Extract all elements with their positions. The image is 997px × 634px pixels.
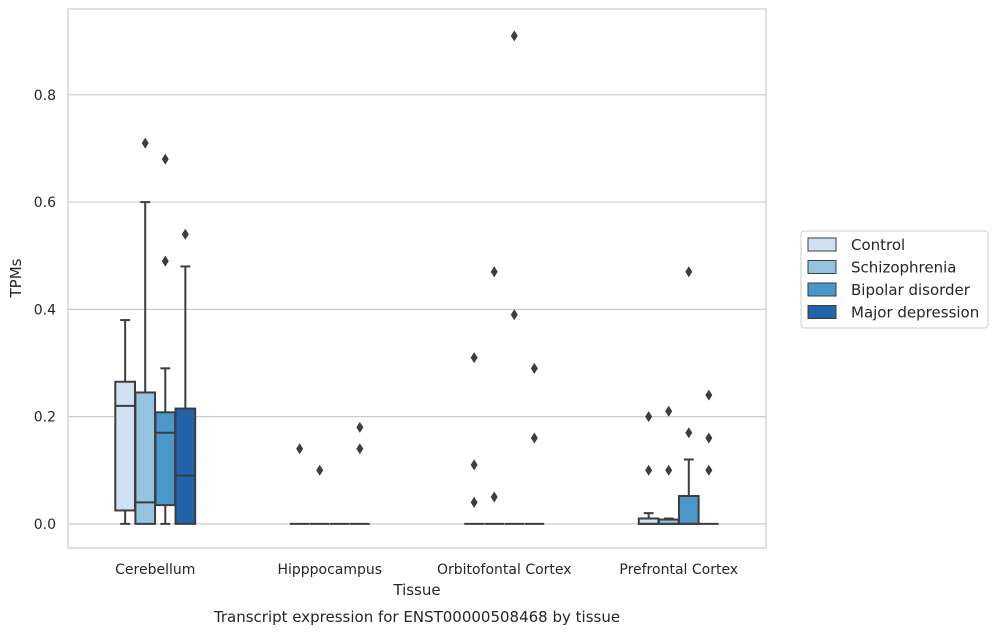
box-major-depression	[174, 228, 197, 525]
box-bipolar-disorder	[154, 153, 177, 525]
boxes-layer	[114, 30, 719, 525]
outlier-point	[705, 389, 713, 401]
x-tick-label: Prefrontal Cortex	[619, 562, 738, 578]
legend-swatch	[807, 305, 837, 319]
chart-caption: Transcript expression for ENST0000050846…	[213, 608, 620, 626]
y-tick-labels: 0.0 0.2 0.4 0.6 0.8	[34, 88, 56, 533]
legend-label: Bipolar disorder	[851, 281, 971, 299]
legend-label: Major depression	[851, 304, 979, 322]
outlier-point	[490, 491, 498, 503]
x-tick-labels: Cerebellum Hipppocampus Orbitofontal Corte…	[115, 562, 738, 578]
outlier-point	[685, 427, 693, 439]
outlier-point	[665, 405, 673, 417]
outlier-point	[356, 421, 364, 433]
plot-area-frame	[67, 8, 767, 549]
y-tick-label: 0.4	[34, 302, 56, 318]
outlier-point	[316, 464, 324, 476]
legend-swatch	[807, 260, 837, 274]
y-tick-label: 0.0	[34, 517, 56, 533]
outlier-point	[645, 411, 653, 423]
y-tick-label: 0.6	[34, 195, 56, 211]
outlier-point	[470, 459, 478, 471]
legend: Control Schizophrenia Bipolar disorder Majo…	[800, 230, 989, 329]
outlier-point	[665, 464, 673, 476]
legend-swatch	[807, 282, 837, 297]
y-axis-title: TPMs	[7, 258, 25, 298]
outlier-point	[645, 464, 653, 476]
outlier-point	[296, 443, 304, 455]
legend-label: Control	[851, 236, 905, 254]
box-major-depression	[699, 389, 719, 525]
outlier-point	[705, 432, 713, 444]
outlier-point	[530, 362, 538, 374]
y-tick-label: 0.8	[34, 88, 56, 104]
legend-swatch	[807, 237, 837, 252]
outlier-point	[705, 464, 713, 476]
outlier-point	[141, 137, 149, 149]
outlier-point	[356, 443, 364, 455]
legend-frame	[800, 230, 989, 329]
box-bipolar-disorder	[504, 30, 525, 525]
outlier-point	[161, 153, 169, 165]
x-tick-label: Hipppocampus	[277, 562, 382, 578]
box-control	[289, 443, 310, 525]
box-control	[114, 319, 136, 525]
box-schizophrenia	[657, 405, 680, 525]
box-body	[134, 391, 157, 525]
outlier-point	[470, 496, 478, 508]
x-axis-title: Tissue	[392, 581, 440, 599]
outlier-point	[685, 266, 693, 278]
x-tick-label: Orbitofontal Cortex	[437, 562, 572, 578]
outlier-point	[490, 266, 498, 278]
outlier-point	[470, 352, 478, 364]
outlier-point	[181, 228, 189, 240]
legend-label: Schizophrenia	[851, 259, 956, 277]
box-body	[174, 407, 197, 525]
box-schizophrenia	[484, 266, 505, 525]
box-major-depression	[524, 362, 545, 525]
box-major-depression	[350, 421, 370, 525]
box-body	[677, 494, 700, 525]
outlier-point	[510, 309, 518, 321]
outlier-point	[530, 432, 538, 444]
outlier-point	[161, 255, 169, 267]
box-body	[154, 411, 177, 507]
outlier-point	[510, 30, 518, 42]
y-tick-label: 0.2	[34, 410, 56, 426]
box-control	[637, 411, 660, 525]
x-tick-label: Cerebellum	[115, 562, 195, 578]
box-body	[114, 380, 136, 512]
box-bipolar-disorder	[677, 266, 700, 525]
box-control	[464, 352, 484, 525]
box-schizophrenia	[134, 137, 157, 525]
box-schizophrenia	[309, 464, 330, 525]
